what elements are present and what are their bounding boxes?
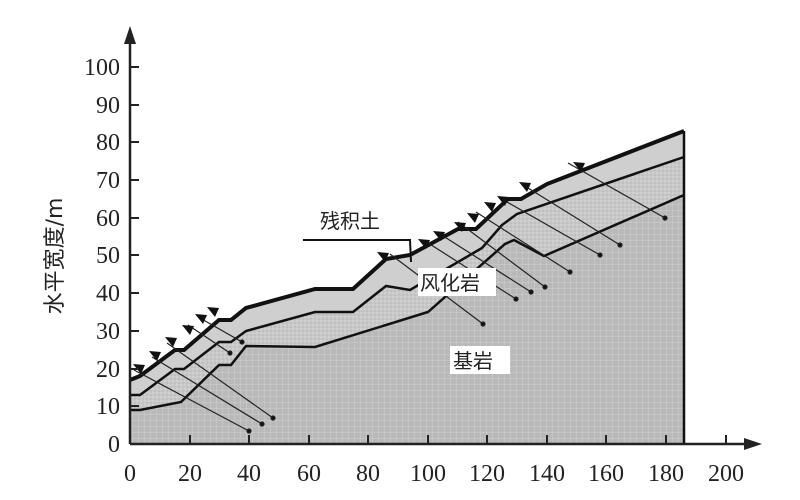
svg-text:90: 90 xyxy=(96,93,120,119)
svg-text:50: 50 xyxy=(96,243,120,269)
svg-text:100: 100 xyxy=(410,461,446,487)
x-tick-labels: 0 20 40 60 80 100 120 140 160 180 200 xyxy=(124,461,744,487)
label-bedrock: 基岩 xyxy=(453,349,493,373)
label-weathered-rock-bg xyxy=(418,268,496,296)
y-axis-label: 水平宽度/m xyxy=(43,198,68,315)
bedrock-boundary xyxy=(130,193,685,412)
residual-soil-region xyxy=(130,131,684,395)
svg-text:120: 120 xyxy=(469,461,505,487)
x-axis-arrow-icon xyxy=(744,438,762,450)
anchor-group xyxy=(133,162,668,434)
svg-text:10: 10 xyxy=(96,394,120,420)
svg-text:70: 70 xyxy=(96,168,120,194)
svg-text:80: 80 xyxy=(356,461,380,487)
svg-text:40: 40 xyxy=(96,281,120,307)
svg-text:180: 180 xyxy=(648,461,684,487)
weathered-rock-boundary xyxy=(130,155,685,397)
weathered-rock-region xyxy=(130,157,684,410)
label-weathered-rock: 风化岩 xyxy=(420,271,480,295)
y-tick-labels: 100 90 80 70 60 50 40 30 20 10 0 xyxy=(84,55,120,458)
svg-text:200: 200 xyxy=(708,461,744,487)
y-axis-arrow-icon xyxy=(124,26,136,44)
svg-text:60: 60 xyxy=(96,206,120,232)
svg-text:60: 60 xyxy=(297,461,321,487)
label-residual-soil: 残积土 xyxy=(320,209,380,233)
svg-text:0: 0 xyxy=(124,461,136,487)
svg-text:140: 140 xyxy=(529,461,565,487)
svg-text:20: 20 xyxy=(96,357,120,383)
svg-text:40: 40 xyxy=(237,461,261,487)
svg-text:80: 80 xyxy=(96,130,120,156)
svg-text:160: 160 xyxy=(588,461,624,487)
y-ticks xyxy=(130,66,139,407)
load-arrow-icons xyxy=(133,162,585,374)
x-ticks xyxy=(189,435,727,444)
svg-text:100: 100 xyxy=(84,55,120,81)
svg-text:0: 0 xyxy=(108,432,120,458)
ground-surface-line xyxy=(129,129,685,382)
svg-text:20: 20 xyxy=(178,461,202,487)
label-bedrock-bg xyxy=(450,346,510,374)
svg-text:30: 30 xyxy=(96,319,120,345)
residual-soil-leader xyxy=(303,239,412,263)
